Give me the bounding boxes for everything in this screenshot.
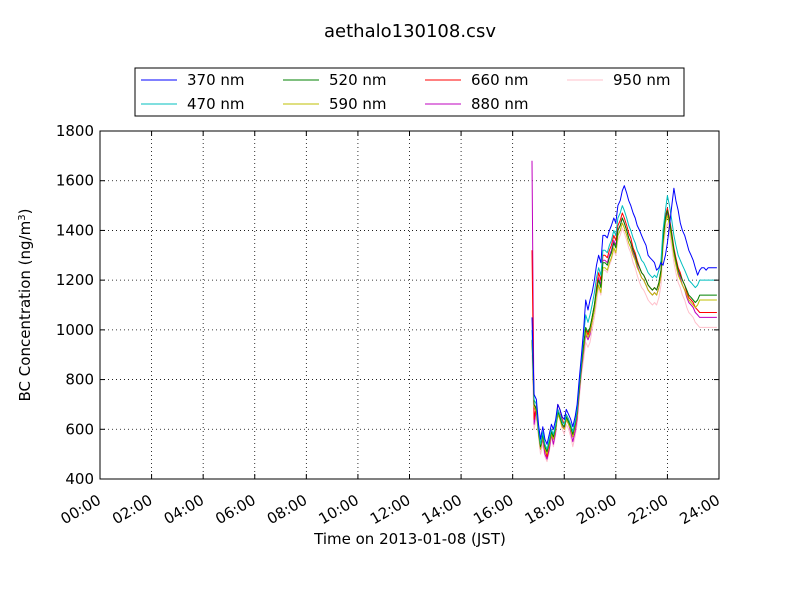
series-line-950-nm [531,222,717,463]
y-tick-labels: 400 600 800 1000 1200 1400 1600 1800 [56,122,94,488]
y-axis-label-end: ) [16,209,34,215]
series-line-470-nm [531,195,717,450]
legend-label: 520 nm [329,71,387,89]
legend: 370 nm 470 nm 520 nm 590 nm 660 nm 880 nm 950 … [134,67,685,117]
y-axis-label-main: BC Concentration (ng/m [16,221,34,402]
legend-label: 880 nm [471,95,529,113]
legend-label: 470 nm [187,95,245,113]
y-axis-label: BC Concentration (ng/m3) [16,209,34,402]
series-line-590-nm [531,215,717,455]
y-tick-label: 1600 [56,172,94,190]
x-axis-label: Time on 2013-01-08 (JST) [313,530,506,548]
legend-label: 660 nm [471,71,529,89]
legend-label: 590 nm [329,95,387,113]
chart-title: aethalo130108.csv [324,21,496,42]
y-tick-label: 1200 [56,271,94,289]
legend-box [134,67,685,117]
y-tick-label: 1400 [56,221,94,239]
y-tick-label: 800 [65,371,94,389]
series-line-660-nm [531,207,717,458]
series-line-370-nm [531,185,717,445]
series-line-520-nm [531,210,717,453]
y-tick-label: 600 [65,420,94,438]
legend-items: 370 nm 470 nm 520 nm 590 nm 660 nm 880 nm 950 … [141,71,671,113]
legend-label: 370 nm [187,71,245,89]
y-axis-label-sup: 3 [17,214,28,220]
axis-ticks [99,130,720,480]
y-tick-label: 1800 [56,122,94,140]
data-series [531,160,717,463]
y-tick-label: 400 [65,470,94,488]
legend-label: 950 nm [613,71,671,89]
y-tick-label: 1000 [56,321,94,339]
